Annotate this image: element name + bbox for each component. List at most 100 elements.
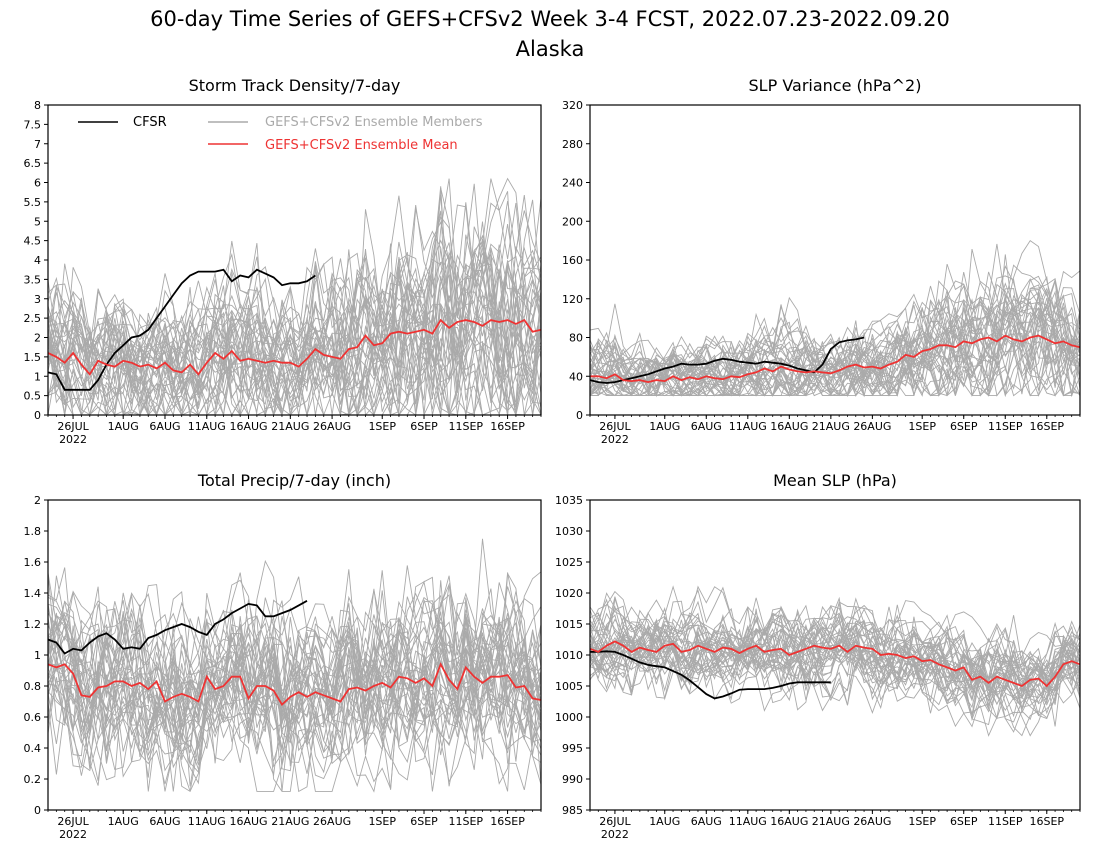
x-tick-label: 11AUG <box>188 815 226 828</box>
y-tick-label: 1 <box>34 649 41 662</box>
y-tick-label: 3.5 <box>24 273 42 286</box>
member-line <box>590 600 1080 698</box>
x-tick-label: 11SEP <box>449 420 484 433</box>
member-line <box>590 306 1080 397</box>
x-tick-label: 1SEP <box>368 420 396 433</box>
ensemble-members-total-precip <box>48 538 541 793</box>
y-tick-label: 320 <box>562 99 583 112</box>
x-tick-label: 11SEP <box>449 815 484 828</box>
panel-title-total-precip: Total Precip/7-day (inch) <box>197 471 391 490</box>
y-tick-label: 990 <box>562 773 583 786</box>
series-cfsr-storm-track-density <box>47 268 316 391</box>
member-line <box>48 178 541 415</box>
ensemble-members-slp-variance <box>590 239 1080 398</box>
x-tick-year-label: 2022 <box>601 828 629 841</box>
y-tick-label: 7 <box>34 138 41 151</box>
y-tick-label: 0.2 <box>24 773 42 786</box>
ensemble-members-storm-track-density <box>48 177 541 415</box>
member-line <box>48 585 541 746</box>
x-tick-label: 21AUG <box>271 420 309 433</box>
x-tick-label: 21AUG <box>812 815 850 828</box>
y-tick-label: 1 <box>34 370 41 383</box>
series-cfsr-total-precip <box>47 600 308 655</box>
member-line <box>48 204 541 415</box>
x-tick-label: 26JUL <box>57 420 89 433</box>
y-tick-label: 1.2 <box>24 618 42 631</box>
x-tick-label: 11AUG <box>188 420 226 433</box>
member-line <box>590 600 1080 707</box>
member-line <box>48 240 541 415</box>
x-tick-label: 16SEP <box>490 420 525 433</box>
y-tick-label: 280 <box>562 138 583 151</box>
y-tick-label: 0 <box>34 409 41 422</box>
series-mean-storm-track-density <box>47 318 542 376</box>
x-tick-label: 1SEP <box>368 815 396 828</box>
y-tick-label: 4.5 <box>24 235 42 248</box>
x-tick-label: 6AUG <box>691 815 722 828</box>
x-tick-label: 16AUG <box>770 420 808 433</box>
figure-subtitle: Alaska <box>516 37 585 61</box>
panel-title-mean-slp: Mean SLP (hPa) <box>773 471 897 490</box>
y-tick-label: 1.6 <box>24 556 42 569</box>
member-line <box>590 642 1080 726</box>
y-tick-label: 1025 <box>555 556 583 569</box>
x-tick-label: 16SEP <box>1029 815 1064 828</box>
member-line <box>48 594 541 792</box>
x-tick-label: 21AUG <box>812 420 850 433</box>
y-tick-label: 1.5 <box>24 351 42 364</box>
series-mean-slp-variance <box>590 334 1081 384</box>
panel-slp-variance: SLP Variance (hPa^2) 0 40 80 120 160 200 240 280… <box>562 76 1081 446</box>
x-tick-label: 26AUG <box>313 420 351 433</box>
legend: CFSR GEFS+CFSv2 Ensemble Members GEFS+CF… <box>78 115 483 153</box>
member-line <box>48 584 541 772</box>
x-tick-label: 16SEP <box>1029 420 1064 433</box>
member-line <box>48 202 541 415</box>
x-tick-label: 6AUG <box>149 815 180 828</box>
y-tick-label: 0.8 <box>24 680 42 693</box>
y-tick-label: 40 <box>569 370 583 383</box>
y-tick-label: 1035 <box>555 494 583 507</box>
y-tick-label: 4 <box>34 254 41 267</box>
x-tick-label: 6SEP <box>410 815 438 828</box>
member-line <box>48 262 541 415</box>
legend-mean-label: GEFS+CFSv2 Ensemble Mean <box>265 138 458 153</box>
y-tick-label: 7.5 <box>24 118 42 131</box>
x-tick-label: 1SEP <box>908 815 936 828</box>
member-line <box>590 317 1080 397</box>
x-tick-label: 1AUG <box>108 815 139 828</box>
x-tick-label: 1SEP <box>908 420 936 433</box>
member-line <box>590 600 1080 715</box>
member-line <box>590 293 1080 390</box>
y-tick-label: 0 <box>34 804 41 817</box>
panel-title-slp-variance: SLP Variance (hPa^2) <box>749 76 922 95</box>
x-tick-label: 11AUG <box>729 815 767 828</box>
member-line <box>48 582 541 792</box>
x-tick-label: 26JUL <box>599 815 631 828</box>
x-tick-label: 26AUG <box>853 815 891 828</box>
ensemble-members-mean-slp <box>590 585 1080 737</box>
y-tick-label: 1.4 <box>24 587 42 600</box>
y-tick-label: 1030 <box>555 525 583 538</box>
y-tick-label: 1010 <box>555 649 583 662</box>
legend-members-label: GEFS+CFSv2 Ensemble Members <box>265 115 483 130</box>
x-tick-label: 16AUG <box>229 420 267 433</box>
x-tick-label: 1AUG <box>649 815 680 828</box>
member-line <box>590 271 1080 397</box>
x-tick-label: 11SEP <box>988 420 1023 433</box>
member-line <box>48 572 541 771</box>
x-tick-label: 6AUG <box>149 420 180 433</box>
y-tick-label: 1005 <box>555 680 583 693</box>
member-line <box>590 586 1080 681</box>
member-line <box>590 609 1080 728</box>
member-line <box>590 607 1080 706</box>
member-line <box>48 198 541 415</box>
x-tick-label: 26JUL <box>57 815 89 828</box>
x-tick-label: 1AUG <box>649 420 680 433</box>
x-tick-label: 6AUG <box>691 420 722 433</box>
y-tick-label: 1.8 <box>24 525 42 538</box>
y-tick-label: 5 <box>34 215 41 228</box>
y-tick-label: 0.4 <box>24 742 42 755</box>
panel-storm-track-density: Storm Track Density/7-day 0 0.5 1 1.5 2 2.5 3 3.… <box>24 76 542 446</box>
member-line <box>48 628 541 774</box>
